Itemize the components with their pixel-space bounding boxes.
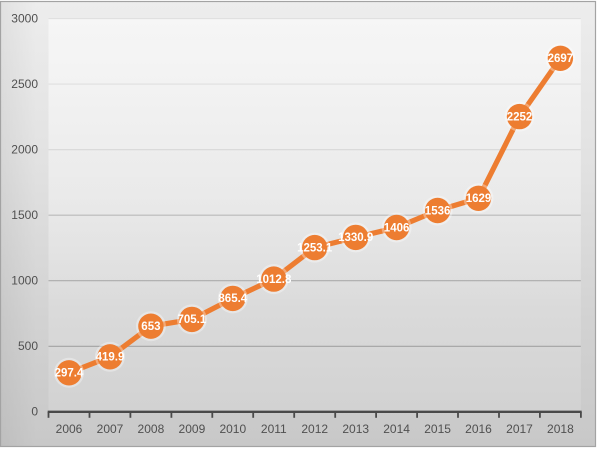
svg-text:2016: 2016 — [465, 422, 492, 436]
svg-text:1253.1: 1253.1 — [297, 242, 333, 254]
svg-text:2013: 2013 — [342, 422, 369, 436]
svg-text:2008: 2008 — [138, 422, 165, 436]
svg-text:2010: 2010 — [219, 422, 246, 436]
svg-text:1000: 1000 — [11, 273, 38, 287]
svg-text:2006: 2006 — [56, 422, 83, 436]
svg-text:2007: 2007 — [97, 422, 124, 436]
svg-text:1536: 1536 — [425, 205, 451, 217]
svg-text:2000: 2000 — [11, 142, 38, 156]
svg-text:2011: 2011 — [261, 422, 287, 436]
svg-text:1629: 1629 — [466, 193, 492, 205]
svg-text:3000: 3000 — [11, 11, 38, 25]
svg-text:500: 500 — [18, 339, 38, 353]
svg-text:419.9: 419.9 — [96, 352, 125, 364]
svg-text:2015: 2015 — [424, 422, 451, 436]
svg-text:2018: 2018 — [547, 422, 574, 436]
svg-text:1406: 1406 — [384, 222, 410, 234]
svg-text:865.4: 865.4 — [218, 293, 247, 305]
svg-text:2697: 2697 — [548, 53, 574, 65]
svg-text:1500: 1500 — [11, 208, 38, 222]
svg-text:2012: 2012 — [301, 422, 328, 436]
svg-text:2017: 2017 — [506, 422, 533, 436]
svg-text:705.1: 705.1 — [178, 314, 207, 326]
svg-text:0: 0 — [31, 405, 38, 419]
svg-text:1012.8: 1012.8 — [256, 274, 292, 286]
svg-text:2500: 2500 — [11, 77, 38, 91]
svg-text:297.4: 297.4 — [55, 368, 84, 380]
svg-text:1330.9: 1330.9 — [338, 232, 373, 244]
svg-text:2014: 2014 — [383, 422, 410, 436]
svg-text:2009: 2009 — [179, 422, 206, 436]
svg-text:2252: 2252 — [507, 111, 533, 123]
svg-text:653: 653 — [141, 321, 160, 333]
